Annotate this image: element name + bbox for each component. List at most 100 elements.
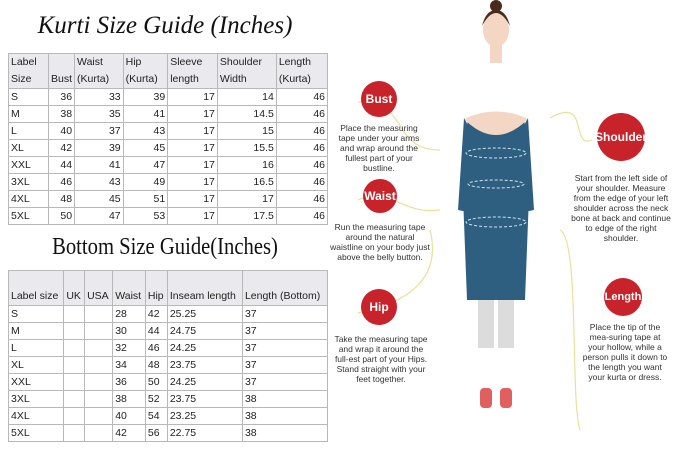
table-cell: 48: [144, 356, 168, 374]
table-row: 4XL 48 45 51 17 17 46: [7, 190, 329, 208]
table-cell: [63, 407, 86, 425]
column-header: Inseam length: [166, 270, 243, 306]
bust-description: Place the measuring tape under your arms…: [338, 123, 420, 173]
table-cell: 44: [48, 156, 76, 174]
table-row: XXL 44 41 47 17 16 46: [7, 156, 329, 174]
table-cell: [84, 424, 114, 442]
table-row: L 32 46 24.25 37: [7, 339, 329, 357]
bust-badge: Bust: [361, 81, 397, 117]
table-cell: 38: [241, 390, 329, 408]
table-cell: M: [7, 322, 65, 340]
table-row: 5XL 42 56 22.75 38: [7, 424, 329, 442]
bottom-title: Bottom Size Guide(Inches): [52, 234, 278, 260]
table-cell: 45: [74, 190, 124, 208]
table-cell: 48: [48, 190, 76, 208]
column-header: Waist (Kurta): [74, 53, 124, 89]
table-cell: [84, 356, 114, 374]
column-header: Waist: [112, 270, 146, 306]
table-row: 4XL 40 54 23.25 38: [7, 407, 329, 425]
table-cell: 30: [112, 322, 146, 340]
bottom-size-table: Label size UK USA Waist Hip Inseam length Leng…: [7, 270, 329, 442]
table-cell: 15: [216, 122, 277, 140]
table-cell: 14.5: [216, 105, 277, 123]
table-cell: 3XL: [7, 173, 50, 191]
table-cell: M: [7, 105, 50, 123]
table-cell: 46: [275, 156, 329, 174]
table-cell: 46: [144, 339, 168, 357]
table-cell: 5XL: [7, 207, 50, 225]
table-cell: 17: [167, 122, 218, 140]
table-cell: 38: [241, 424, 329, 442]
table-row: L 40 37 43 17 15 46: [7, 122, 329, 140]
table-cell: 24.25: [166, 373, 243, 391]
table-cell: 17: [167, 139, 218, 157]
table-cell: [63, 322, 86, 340]
waist-badge: Waist: [363, 179, 397, 213]
table-cell: 43: [74, 173, 124, 191]
table-cell: 52: [144, 390, 168, 408]
hip-badge: Hip: [361, 289, 397, 325]
table-cell: 17.5: [216, 207, 277, 225]
table-cell: 23.75: [166, 390, 243, 408]
table-cell: 53: [122, 207, 169, 225]
shoulder-description: Start from the left side of your shoulde…: [571, 173, 671, 243]
table-cell: [63, 424, 86, 442]
table-cell: 34: [112, 356, 146, 374]
table-cell: 38: [241, 407, 329, 425]
table-cell: 46: [275, 173, 329, 191]
table-cell: 39: [74, 139, 124, 157]
table-cell: [84, 305, 114, 323]
table-cell: 46: [275, 88, 329, 106]
table-cell: 37: [241, 339, 329, 357]
table-cell: 44: [144, 322, 168, 340]
column-header: Length (Bottom): [241, 270, 329, 306]
table-cell: 50: [144, 373, 168, 391]
column-header: Sleeve length: [167, 53, 218, 89]
table-cell: [63, 305, 86, 323]
table-cell: 50: [48, 207, 76, 225]
table-cell: 5XL: [7, 424, 65, 442]
table-cell: 22.75: [166, 424, 243, 442]
kurti-size-table: Label Size Bust Waist (Kurta) Hip (Kurta) Sl…: [7, 53, 329, 225]
table-cell: 4XL: [7, 407, 65, 425]
table-cell: 47: [122, 156, 169, 174]
table-cell: [84, 339, 114, 357]
column-header: USA: [84, 270, 114, 306]
table-cell: 23.25: [166, 407, 243, 425]
table-cell: 24.75: [166, 322, 243, 340]
table-cell: [63, 390, 86, 408]
table-cell: 41: [122, 105, 169, 123]
table-cell: XL: [7, 356, 65, 374]
table-cell: 36: [112, 373, 146, 391]
shoulder-badge: Shoulder: [595, 113, 647, 161]
table-cell: 56: [144, 424, 168, 442]
table-cell: 39: [122, 88, 169, 106]
table-row: 5XL 50 47 53 17 17.5 46: [7, 207, 329, 225]
kurti-title: Kurti Size Guide (Inches): [37, 12, 293, 39]
table-cell: 16.5: [216, 173, 277, 191]
table-row: M 30 44 24.75 37: [7, 322, 329, 340]
table-cell: 28: [112, 305, 146, 323]
table-cell: [63, 339, 86, 357]
table-cell: 17: [167, 207, 218, 225]
table-row: XL 34 48 23.75 37: [7, 356, 329, 374]
table-cell: [84, 373, 114, 391]
table-cell: 17: [167, 190, 218, 208]
table-cell: 49: [122, 173, 169, 191]
table-cell: 46: [275, 122, 329, 140]
length-badge: Length: [604, 278, 642, 316]
table-cell: S: [7, 305, 65, 323]
table-cell: 46: [275, 190, 329, 208]
column-header: Bust: [48, 53, 76, 89]
table-cell: 17: [216, 190, 277, 208]
table-row: S 36 33 39 17 14 46: [7, 88, 329, 106]
table-cell: [63, 356, 86, 374]
table-row: XL 42 39 45 17 15.5 46: [7, 139, 329, 157]
table-cell: 37: [241, 305, 329, 323]
table-cell: 40: [48, 122, 76, 140]
table-row: 3XL 46 43 49 17 16.5 46: [7, 173, 329, 191]
table-cell: S: [7, 88, 50, 106]
column-header: UK: [63, 270, 86, 306]
table-cell: L: [7, 339, 65, 357]
table-cell: XXL: [7, 156, 50, 174]
